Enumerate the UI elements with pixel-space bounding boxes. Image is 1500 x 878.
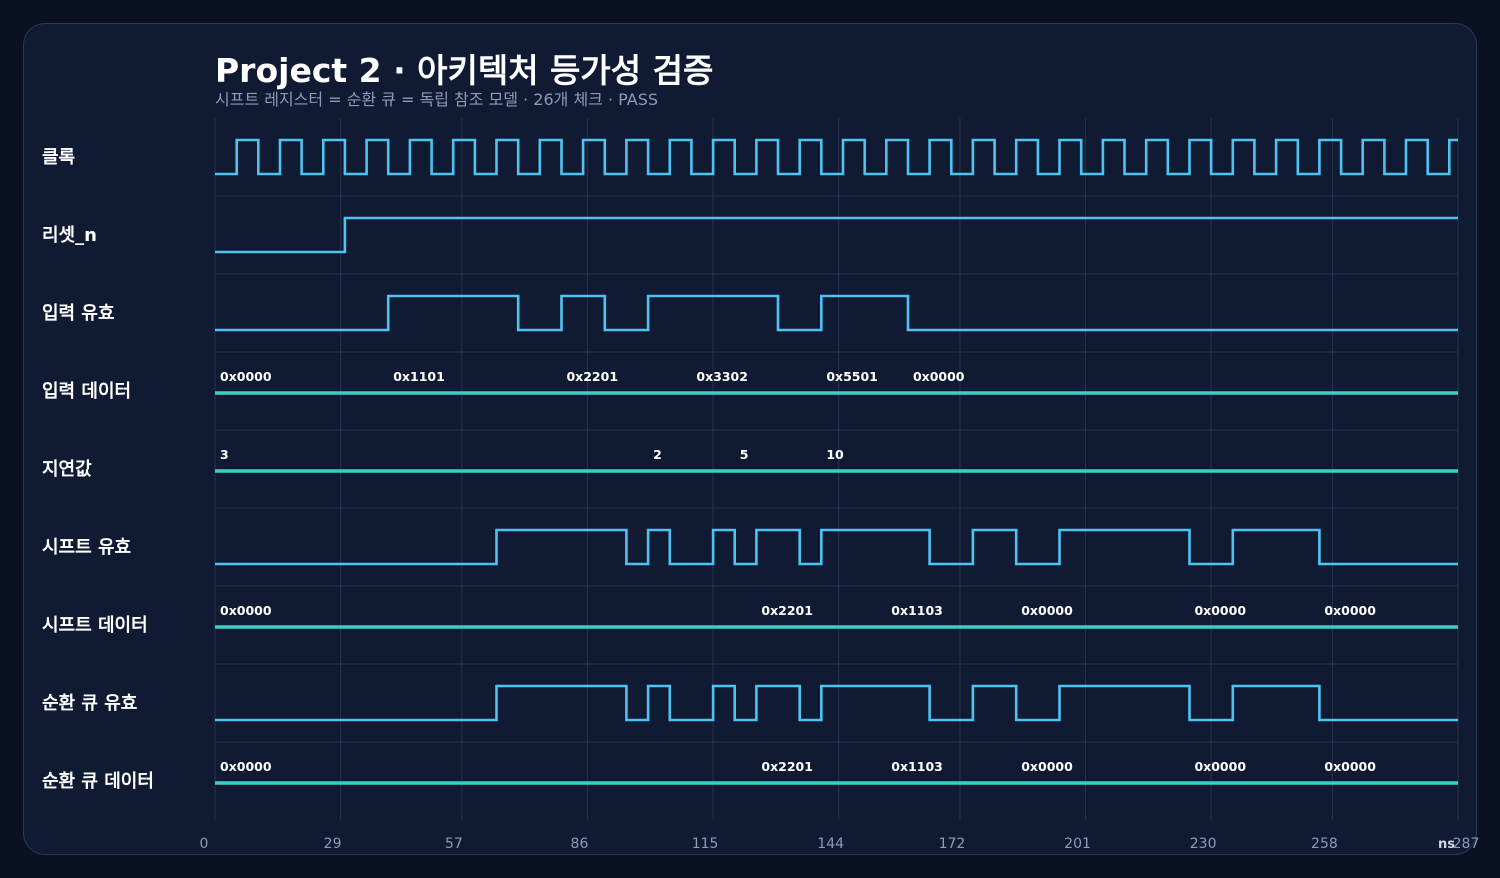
- bus-value-label: 0x2201: [761, 603, 813, 618]
- signal-label: 리셋_n: [42, 225, 97, 246]
- bus-value-label: 0x0000: [220, 369, 272, 384]
- time-unit-label: ns: [1438, 837, 1455, 852]
- bus-value-label: 0x0000: [1021, 759, 1073, 774]
- bus-value-label: 0x1101: [393, 369, 445, 384]
- grid-lines: [214, 118, 1459, 820]
- signal-label: 시프트 유효: [42, 537, 131, 558]
- time-tick-label: 57: [445, 836, 463, 852]
- time-tick-label: 172: [939, 836, 966, 852]
- time-tick-label: 287: [1453, 836, 1480, 852]
- time-tick-label: 230: [1190, 836, 1217, 852]
- bus-value-label: 0x0000: [1324, 759, 1376, 774]
- bus-value-label: 3: [220, 447, 229, 462]
- bus-value-label: 0x2201: [761, 759, 813, 774]
- bus-value-label: 0x0000: [1324, 603, 1376, 618]
- signal-traces: 0x0000 0x1101 0x2201 0x3302 0x5501 0x0000 3 2 5 1…: [215, 138, 1458, 785]
- signal-label: 순환 큐 데이터: [42, 770, 154, 792]
- trace-digital: [215, 294, 1458, 332]
- trace-clock: [215, 138, 1458, 176]
- bus-value-label: 0x0000: [1021, 603, 1073, 618]
- time-tick-label: 86: [571, 836, 589, 852]
- bus-value-label: 0x0000: [220, 603, 272, 618]
- signal-label: 지연값: [42, 459, 92, 480]
- bus-value-label: 0x0000: [220, 759, 272, 774]
- time-tick-label: 258: [1311, 836, 1338, 852]
- bus-value-label: 0x1103: [891, 603, 943, 618]
- signal-label-clock: 클록: [42, 147, 75, 168]
- bus-value-label: 0x0000: [913, 369, 965, 384]
- signal-label: 순환 큐 유효: [42, 692, 137, 714]
- signal-label: 시프트 데이터: [42, 615, 148, 636]
- bus-value-label: 0x0000: [1194, 603, 1246, 618]
- page-title: Project 2 · 아키텍처 등가성 검증: [215, 51, 714, 90]
- time-tick-label: 201: [1064, 836, 1091, 852]
- trace-digital: [215, 528, 1458, 566]
- time-tick-label: 29: [324, 836, 342, 852]
- bus-value-label: 0x1103: [891, 759, 943, 774]
- signal-label: 입력 유효: [42, 302, 115, 324]
- waveform-panel: [23, 23, 1477, 855]
- time-tick-label: 115: [692, 836, 719, 852]
- time-tick-label: 0: [200, 836, 209, 852]
- bus-value-label: 2: [653, 447, 662, 462]
- bus-value-label: 0x5501: [826, 369, 878, 384]
- trace-digital: [215, 216, 1458, 254]
- bus-value-label: 0x0000: [1194, 759, 1246, 774]
- bus-value-label: 10: [826, 447, 844, 462]
- bus-value-label: 0x2201: [566, 369, 618, 384]
- trace-digital: [215, 684, 1458, 722]
- page-subtitle: 시프트 레지스터 = 순환 큐 = 독립 참조 모델 · 26개 체크 · PA…: [215, 90, 659, 109]
- signal-label: 입력 데이터: [42, 380, 131, 402]
- bus-value-label: 5: [740, 447, 749, 462]
- bus-value-label: 0x3302: [696, 369, 748, 384]
- time-tick-label: 144: [817, 836, 844, 852]
